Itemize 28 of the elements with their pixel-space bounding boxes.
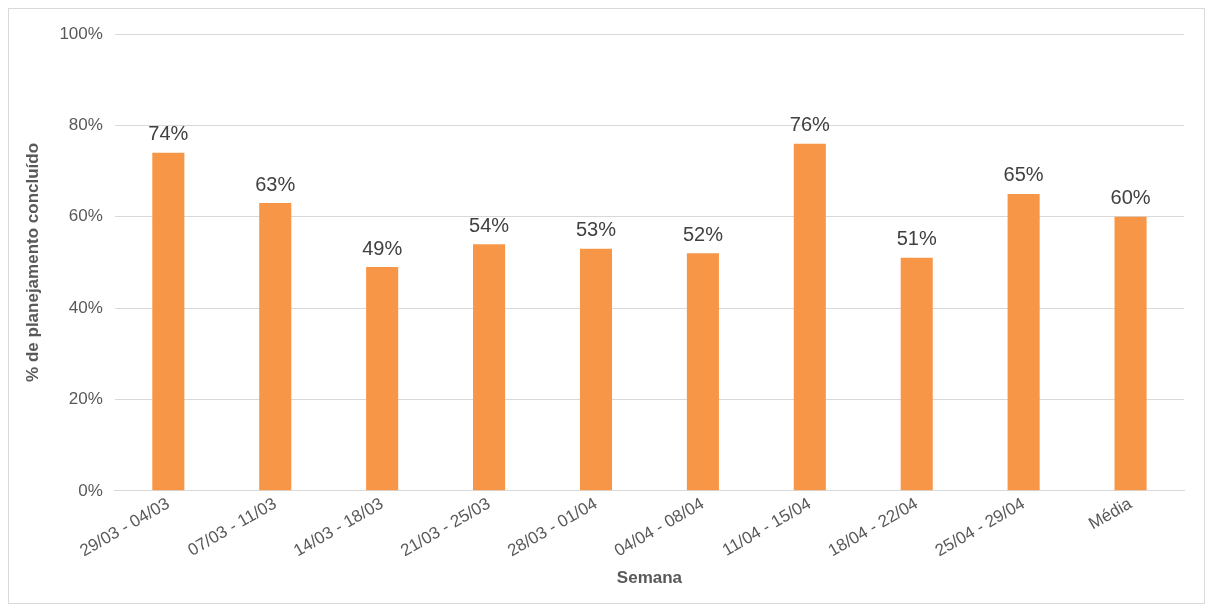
y-tick-label: 80% xyxy=(68,115,103,135)
data-label: 63% xyxy=(255,172,296,195)
bar xyxy=(900,257,933,491)
data-label: 51% xyxy=(896,227,937,250)
bar xyxy=(366,266,399,491)
bar xyxy=(1114,216,1147,491)
data-label: 65% xyxy=(1003,163,1044,186)
bar xyxy=(259,203,292,491)
bar xyxy=(579,248,613,491)
bar xyxy=(793,143,826,491)
data-label: 52% xyxy=(682,222,724,245)
data-label: 76% xyxy=(789,113,831,136)
data-label: 60% xyxy=(1110,186,1151,209)
data-label: 53% xyxy=(575,218,617,241)
data-label: 54% xyxy=(469,213,510,236)
data-label: 74% xyxy=(148,122,189,145)
y-tick-label: 100% xyxy=(59,23,103,43)
bar xyxy=(152,152,185,491)
y-tick-label: 0% xyxy=(78,480,103,500)
x-axis-title: Semana xyxy=(616,568,683,588)
data-label: 49% xyxy=(362,236,403,259)
bar xyxy=(1007,193,1040,491)
bar xyxy=(686,253,719,491)
y-tick-label: 40% xyxy=(68,297,103,317)
y-axis-title: % de planejamento concluído xyxy=(22,142,42,382)
y-tick-label: 20% xyxy=(68,389,103,409)
bar xyxy=(473,244,506,491)
y-tick-label: 60% xyxy=(68,206,103,226)
